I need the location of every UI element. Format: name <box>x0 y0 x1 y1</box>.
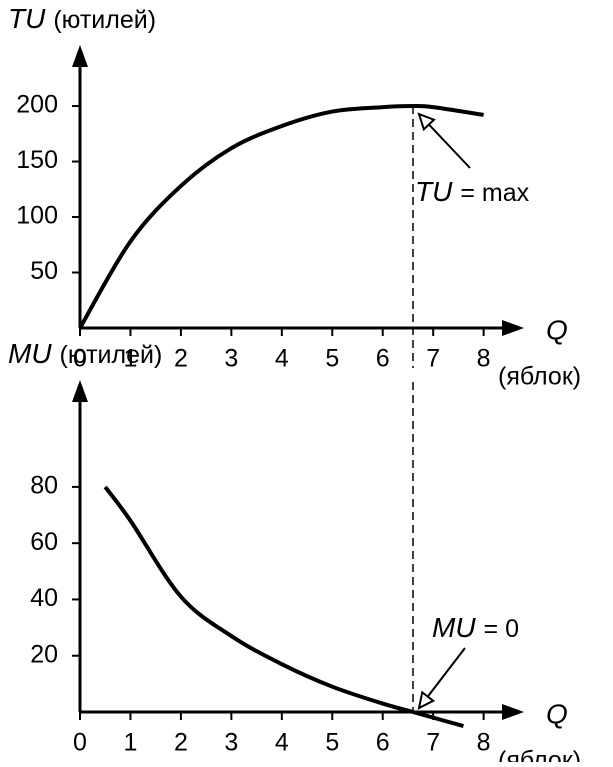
annotation: MU = 0 <box>432 612 519 643</box>
y-axis-symbol: TU <box>8 3 46 34</box>
x-tick-label: 8 <box>477 729 491 757</box>
x-tick-label: 6 <box>376 345 390 373</box>
y-axis-symbol: MU <box>8 338 52 369</box>
x-tick-label: 2 <box>174 729 188 757</box>
x-tick-label: 5 <box>325 345 339 373</box>
y-tick-label: 60 <box>30 528 58 556</box>
annotation-text: = max <box>460 179 529 207</box>
x-tick-label: 3 <box>224 345 238 373</box>
y-axis-label: MU (ютилей) <box>8 338 162 369</box>
x-axis-unit: (яблок) <box>498 747 581 762</box>
x-tick-label: 4 <box>275 345 289 373</box>
x-tick-label: 1 <box>124 729 138 757</box>
y-tick-label: 50 <box>30 257 58 285</box>
x-tick-label: 2 <box>174 345 188 373</box>
annotation-symbol: MU <box>432 612 476 643</box>
y-tick-label: 80 <box>30 472 58 500</box>
x-tick-label: 8 <box>477 345 491 373</box>
annotation-text: = 0 <box>484 615 519 643</box>
y-axis-arrow <box>72 45 88 67</box>
x-tick-label: 7 <box>426 345 440 373</box>
x-tick-label: 0 <box>73 729 87 757</box>
x-tick-label: 7 <box>426 729 440 757</box>
annotation-arrowhead <box>417 690 436 710</box>
y-axis-unit: (ютилей) <box>60 341 163 369</box>
x-axis-symbol: Q <box>546 698 568 729</box>
x-tick-label: 1 <box>124 345 138 373</box>
curve <box>78 103 484 330</box>
y-tick-label: 100 <box>16 202 58 230</box>
y-tick-label: 200 <box>16 91 58 119</box>
y-tick-label: 20 <box>30 640 58 668</box>
annotation-arrowhead <box>417 112 436 132</box>
x-tick-label: 5 <box>325 729 339 757</box>
x-axis-arrow <box>502 704 524 720</box>
x-tick-label: 6 <box>376 729 390 757</box>
x-axis-symbol: Q <box>546 314 568 345</box>
x-tick-label: 3 <box>224 729 238 757</box>
annotation-symbol: TU <box>415 176 453 207</box>
y-tick-label: 150 <box>16 146 58 174</box>
x-tick-label: 0 <box>73 345 87 373</box>
x-axis-arrow <box>502 320 524 336</box>
y-tick-label: 40 <box>30 584 58 612</box>
y-axis-arrow <box>72 380 88 402</box>
annotation: TU = max <box>415 176 530 207</box>
y-axis-label: TU (ютилей) <box>8 3 156 34</box>
curve <box>103 485 464 728</box>
y-axis-unit: (ютилей) <box>53 6 156 34</box>
x-axis-unit: (яблок) <box>498 363 581 391</box>
x-tick-label: 4 <box>275 729 289 757</box>
